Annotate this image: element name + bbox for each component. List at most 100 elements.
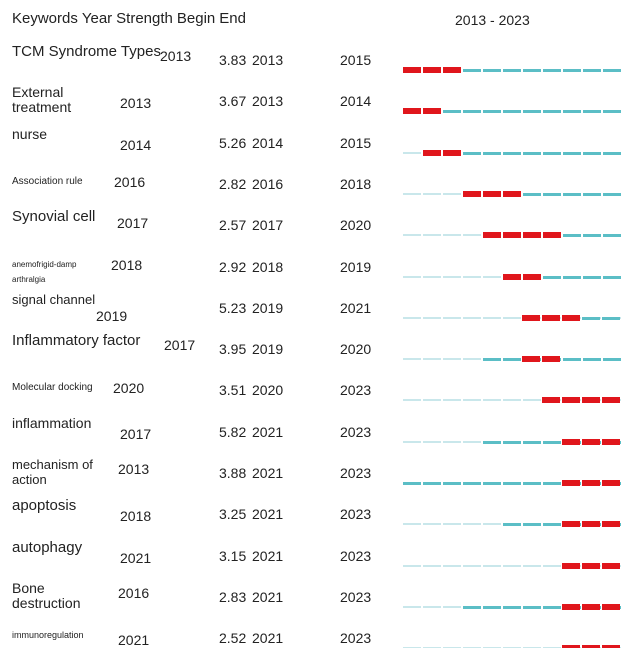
strength: 3.51: [219, 382, 247, 399]
header-cell: Strength: [116, 10, 173, 27]
end: 2023: [340, 423, 372, 440]
keyword: Synovial cell: [12, 208, 96, 226]
header-cell: Keywords: [12, 10, 78, 27]
burst-span: [462, 190, 523, 197]
end: 2023: [340, 547, 372, 564]
year: 2018: [120, 508, 152, 525]
begin: 2014: [252, 134, 284, 151]
year: 2018: [111, 256, 143, 273]
keyword: External treatment: [12, 84, 72, 116]
end: 2023: [340, 382, 372, 399]
burst-span: [502, 273, 543, 280]
begin: 2021: [252, 423, 284, 440]
strength: 3.83: [219, 52, 247, 68]
year: 2020: [113, 380, 145, 397]
begin: 2021: [252, 506, 284, 523]
strength: 3.67: [219, 93, 247, 110]
year: 2013: [118, 461, 150, 477]
timeline-base: [403, 399, 622, 402]
active-span: [462, 605, 622, 609]
end: 2018: [340, 175, 372, 192]
burst-span: [403, 67, 463, 73]
strength: 5.82: [219, 423, 247, 440]
begin: 2017: [252, 217, 284, 234]
year: 2016: [118, 584, 150, 601]
burst-span: [562, 521, 622, 528]
end: 2020: [340, 217, 372, 234]
burst-span: [562, 480, 622, 486]
year: 2014: [120, 136, 152, 153]
year: 2019: [96, 307, 128, 324]
burst-span: [562, 603, 622, 610]
strength: 5.23: [219, 299, 247, 316]
year: 2013: [120, 95, 152, 112]
active-span: [502, 275, 622, 279]
strength: 2.82: [219, 175, 247, 192]
begin: 2013: [252, 93, 284, 110]
strength: 3.88: [219, 465, 247, 481]
header-cell: Begin: [176, 10, 216, 27]
keyword: Inflammatory factor: [12, 332, 141, 350]
year: 2016: [114, 173, 146, 190]
strength: 5.26: [219, 134, 247, 151]
keyword: Molecular docking: [12, 382, 93, 394]
keyword: Association rule: [12, 175, 83, 187]
begin: 2021: [252, 630, 284, 647]
active-span: [403, 110, 622, 114]
burst-span: [482, 232, 563, 239]
end: 2023: [340, 465, 372, 481]
end: 2014: [340, 93, 372, 110]
strength: 2.92: [219, 258, 247, 275]
active-span: [403, 482, 622, 485]
range-label: 2013 - 2023: [455, 12, 530, 28]
header-cell: Year: [81, 10, 113, 27]
end: 2015: [340, 52, 372, 68]
keyword: autophagy: [12, 538, 83, 556]
burst-span: [403, 108, 443, 115]
keyword: inflammation: [12, 414, 92, 431]
begin: 2020: [252, 382, 284, 399]
year: 2021: [120, 549, 152, 566]
keyword: nurse: [12, 125, 48, 142]
active-span: [462, 192, 622, 196]
begin: 2013: [252, 52, 284, 68]
begin: 2021: [252, 588, 284, 605]
keyword: signal channel: [12, 291, 96, 307]
active-span: [502, 523, 622, 527]
timeline-base: [403, 564, 622, 567]
end: 2021: [340, 299, 372, 316]
keyword: immunoregulation: [12, 630, 84, 641]
year: 2013: [160, 48, 192, 64]
year: 2017: [117, 215, 149, 232]
keyword: mechanism of action: [12, 457, 93, 487]
burst-span: [422, 149, 463, 156]
begin: 2019: [252, 299, 284, 316]
strength: 2.83: [219, 588, 247, 605]
keyword: apoptosis: [12, 497, 77, 515]
timeline-base: [403, 316, 622, 319]
strength: 3.15: [219, 547, 247, 564]
strength: 3.25: [219, 506, 247, 523]
keyword: TCM Syndrome Types: [12, 43, 161, 60]
burst-span: [522, 356, 563, 363]
burst-span: [542, 397, 622, 404]
begin: 2018: [252, 258, 284, 275]
header-cell: End: [219, 10, 246, 27]
begin: 2021: [252, 547, 284, 564]
burst-span: [562, 562, 622, 569]
end: 2023: [340, 506, 372, 523]
strength: 3.95: [219, 341, 247, 358]
end: 2023: [340, 630, 372, 647]
end: 2019: [340, 258, 372, 275]
burst-span: [522, 314, 583, 321]
year: 2021: [118, 632, 150, 648]
strength: 2.57: [219, 217, 247, 234]
burst-span: [562, 645, 622, 648]
end: 2015: [340, 134, 372, 151]
end: 2020: [340, 341, 372, 358]
active-span: [482, 440, 622, 444]
keyword: Bone destruction: [12, 579, 81, 611]
active-span: [403, 69, 622, 72]
active-span: [422, 151, 622, 155]
